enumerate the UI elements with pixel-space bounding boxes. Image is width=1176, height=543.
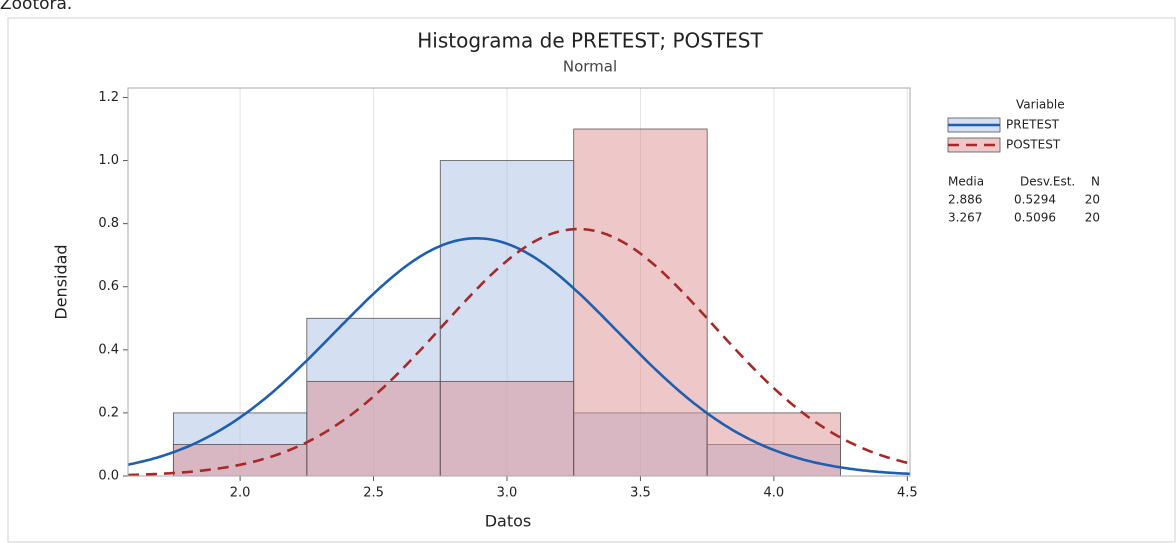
y-tick-label: 0.2 <box>98 405 119 420</box>
x-axis-label: Datos <box>485 512 532 531</box>
x-tick-label: 4.5 <box>897 486 918 501</box>
stats-value: 0.5096 <box>1014 211 1056 225</box>
x-tick-label: 3.0 <box>497 486 518 501</box>
stats-header: N <box>1091 175 1100 189</box>
y-tick-label: 1.0 <box>98 153 119 168</box>
stats-value: 0.5294 <box>1014 193 1056 207</box>
stats-value: 2.886 <box>948 193 982 207</box>
chart-subtitle: Normal <box>563 58 617 76</box>
legend-label: POSTEST <box>1006 138 1061 152</box>
histogram-bar <box>573 128 708 477</box>
y-tick-label: 0.6 <box>98 279 119 294</box>
stats-value: 3.267 <box>948 211 982 225</box>
y-axis-label: Densidad <box>52 244 71 319</box>
normal-curve <box>127 227 911 477</box>
normal-curve <box>127 237 911 476</box>
y-tick-label: 0.4 <box>98 342 119 357</box>
legend-title: Variable <box>1016 98 1065 112</box>
histogram-bar <box>172 444 308 477</box>
caption: Zootora. <box>0 0 72 14</box>
x-tick-label: 2.5 <box>363 486 384 501</box>
chart-frame <box>7 17 1176 543</box>
y-tick-label: 1.2 <box>98 90 119 105</box>
chart-title: Histograma de PRETEST; POSTEST <box>417 29 763 53</box>
y-tick-label: 0.0 <box>98 469 119 484</box>
x-tick-label: 4.0 <box>764 486 785 501</box>
x-tick-label: 3.5 <box>630 486 651 501</box>
x-tick-label: 2.0 <box>230 486 251 501</box>
histogram-bar <box>706 412 842 477</box>
legend-label: PRETEST <box>1006 118 1060 132</box>
stats-value: 20 <box>1085 211 1100 225</box>
stats-header: Desv.Est. <box>1020 175 1075 189</box>
stats-header: Media <box>948 175 984 189</box>
stats-value: 20 <box>1085 193 1100 207</box>
histogram-bar <box>306 380 441 477</box>
plot-border <box>127 87 911 477</box>
y-tick-label: 0.8 <box>98 216 119 231</box>
histogram-bar <box>439 380 575 477</box>
